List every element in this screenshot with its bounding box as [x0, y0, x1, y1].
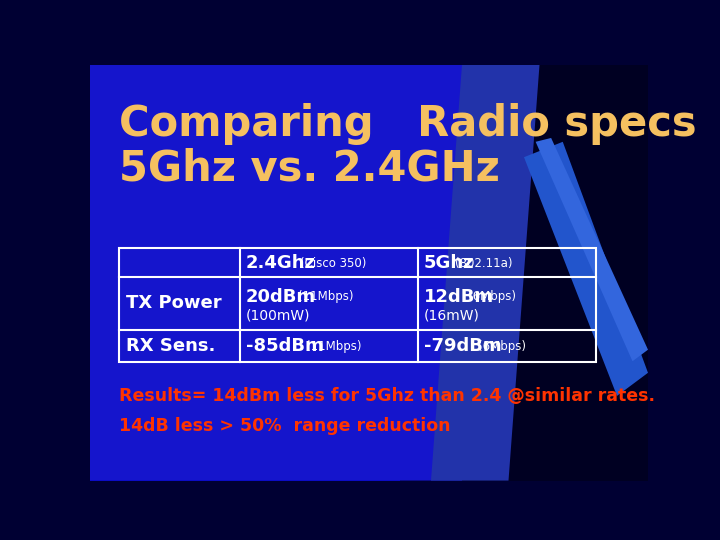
Text: 5Ghz vs. 2.4GHz: 5Ghz vs. 2.4GHz: [120, 148, 500, 190]
Text: RX Sens.: RX Sens.: [126, 337, 215, 355]
Polygon shape: [524, 142, 648, 396]
Text: 12dBm: 12dBm: [424, 288, 494, 306]
Text: (Cisco 350): (Cisco 350): [300, 257, 366, 270]
Text: 5Ghz: 5Ghz: [424, 254, 474, 272]
Text: TX Power: TX Power: [126, 294, 221, 313]
Polygon shape: [431, 65, 539, 481]
Text: (100mW): (100mW): [246, 308, 310, 322]
Text: -85dBm: -85dBm: [246, 337, 323, 355]
Text: Comparing   Radio specs: Comparing Radio specs: [120, 103, 697, 145]
Text: (16mW): (16mW): [424, 308, 480, 322]
Polygon shape: [536, 138, 648, 361]
Text: (11Mbps): (11Mbps): [306, 340, 361, 353]
Text: (6Mbps): (6Mbps): [468, 289, 516, 302]
Text: 2.4Ghz: 2.4Ghz: [246, 254, 316, 272]
Text: 20dBm: 20dBm: [246, 288, 316, 306]
Text: 14dB less > 50%  range reduction: 14dB less > 50% range reduction: [120, 417, 451, 435]
Text: (802.11a): (802.11a): [455, 257, 513, 270]
Text: (11Mbps): (11Mbps): [297, 289, 354, 302]
Text: (6Mbps): (6Mbps): [478, 340, 526, 353]
Polygon shape: [90, 65, 493, 481]
Bar: [120, 248, 596, 362]
Text: -79dBm: -79dBm: [424, 337, 502, 355]
Polygon shape: [400, 65, 648, 481]
Text: Results= 14dBm less for 5Ghz than 2.4 @similar rates.: Results= 14dBm less for 5Ghz than 2.4 @s…: [120, 387, 655, 404]
